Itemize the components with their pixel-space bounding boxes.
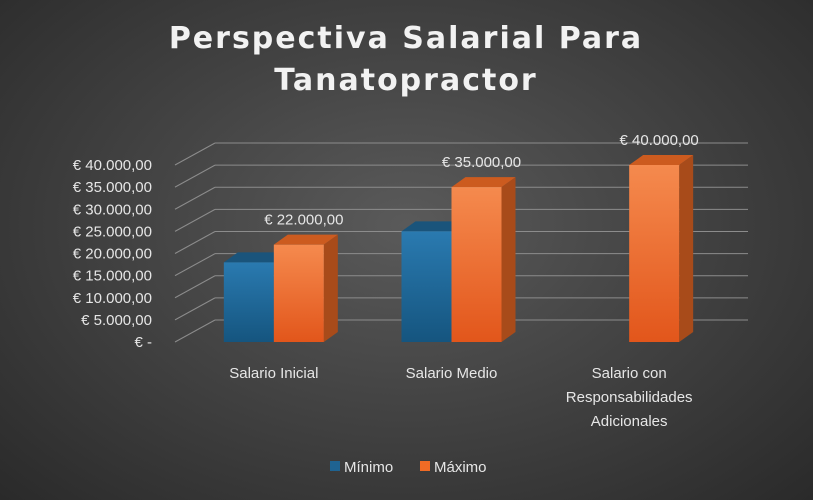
- y-tick-label: € 15.000,00: [73, 268, 152, 285]
- x-tick-label: Responsabilidades: [566, 389, 693, 406]
- data-label: € 22.000,00: [264, 212, 343, 229]
- y-tick-label: € 5.000,00: [81, 312, 152, 329]
- bar-top: [401, 221, 466, 232]
- y-axis: € - € 5.000,00 € 10.000,00 € 15.000,00 € 20.…: [73, 157, 152, 351]
- chart-title-line: Perspectiva Salarial Para: [169, 21, 643, 56]
- legend-item: Mínimo: [330, 459, 393, 476]
- bar-front: [223, 262, 274, 342]
- legend-swatch: [420, 461, 430, 471]
- bar-top: [451, 177, 516, 188]
- gridline-diagonal: [174, 253, 216, 277]
- bar-side: [501, 177, 516, 342]
- data-label: € 40.000,00: [620, 132, 699, 149]
- y-tick-label: € 10.000,00: [73, 290, 152, 307]
- bar-front: [401, 231, 452, 342]
- bar-front: [273, 244, 324, 342]
- x-tick-label: Adicionales: [591, 413, 668, 430]
- bar-front: [451, 187, 502, 342]
- gridline-diagonal: [174, 208, 216, 232]
- gridline-diagonal: [174, 297, 216, 321]
- bar-maximo: [451, 177, 516, 342]
- legend-label: Máximo: [434, 459, 487, 476]
- bar-side: [679, 155, 694, 342]
- bar-top: [629, 155, 694, 165]
- legend-item: Máximo: [420, 459, 487, 476]
- gridline-diagonal: [174, 319, 216, 343]
- gridline-diagonal: [174, 142, 216, 166]
- legend-label: Mínimo: [344, 459, 393, 476]
- y-tick-label: € 35.000,00: [73, 179, 152, 196]
- gridline-diagonal: [174, 275, 216, 299]
- chart-title: Perspectiva Salarial Para Tanatopractor: [169, 21, 643, 98]
- y-tick-label: € 25.000,00: [73, 223, 152, 240]
- legend-swatch: [330, 461, 340, 471]
- y-tick-label: € 30.000,00: [73, 201, 152, 218]
- bar-side: [323, 234, 338, 342]
- gridline-diagonal: [174, 231, 216, 254]
- x-tick-label: Salario con: [592, 365, 667, 382]
- x-tick-label: Salario Inicial: [229, 365, 318, 382]
- legend: Mínimo Máximo: [330, 459, 487, 476]
- bar-maximo: [273, 234, 338, 342]
- bar-front: [629, 165, 680, 342]
- y-tick-label: € 40.000,00: [73, 157, 152, 174]
- gridline-diagonal: [174, 164, 216, 188]
- y-tick-label: € -: [134, 334, 152, 351]
- gridline-diagonal: [174, 186, 216, 210]
- bar-top: [223, 252, 288, 263]
- x-axis: Salario Inicial Salario Medio Salario con R…: [229, 365, 692, 430]
- x-tick-label: Salario Medio: [406, 365, 498, 382]
- bars: [223, 155, 694, 342]
- bar-top: [273, 234, 338, 245]
- bar-maximo: [629, 155, 694, 342]
- chart-title-line: Tanatopractor: [274, 63, 537, 98]
- data-label: € 35.000,00: [442, 154, 521, 171]
- y-tick-label: € 20.000,00: [73, 246, 152, 263]
- data-labels: € 22.000,00 € 35.000,00 € 40.000,00: [264, 132, 699, 229]
